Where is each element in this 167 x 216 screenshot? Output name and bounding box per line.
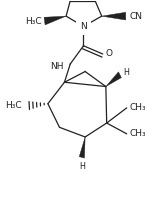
Text: CH₃: CH₃ [130,129,146,138]
Text: H: H [79,162,85,171]
Text: CH₃: CH₃ [130,103,146,113]
Text: N: N [80,22,87,31]
Text: H₃C: H₃C [25,17,41,25]
Polygon shape [44,16,66,25]
Text: H: H [123,68,129,77]
Text: CN: CN [129,12,142,21]
Text: O: O [106,49,113,58]
Polygon shape [79,137,85,158]
Polygon shape [102,12,126,20]
Polygon shape [106,72,121,87]
Text: NH: NH [50,62,64,71]
Text: H₃C: H₃C [6,101,22,110]
